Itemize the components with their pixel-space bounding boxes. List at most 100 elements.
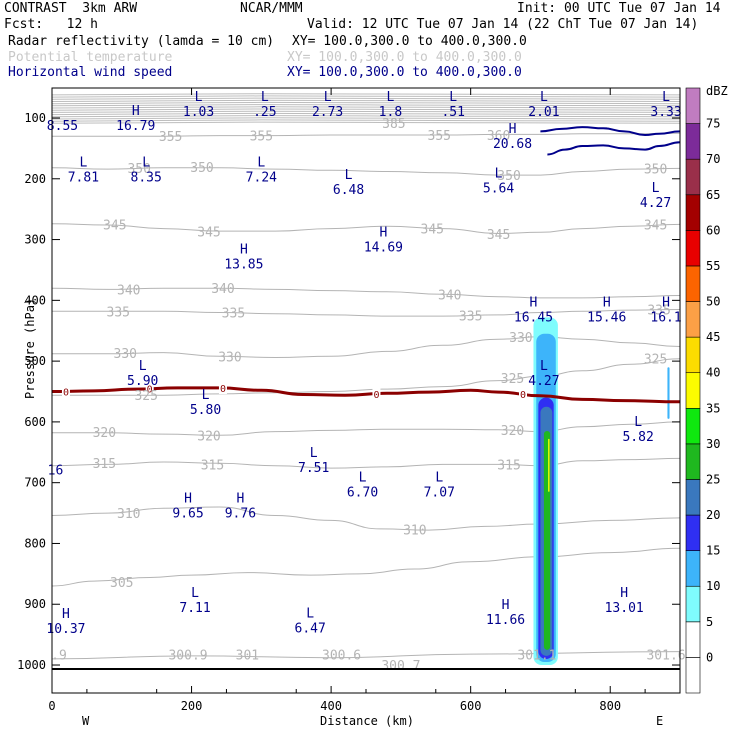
theta-contours — [52, 93, 680, 660]
theta-contour-upper — [52, 112, 680, 116]
wind-speed-label: 7.51 — [298, 461, 329, 476]
theta-label: 315 — [497, 458, 520, 473]
colorbar-swatch — [685, 336, 701, 374]
theta-contour-upper — [52, 117, 680, 120]
theta-contour-upper — [52, 93, 680, 96]
dbz-colorbar: 0 5 10 15 20 25 30 35 40 45 50 55 60 65 70 75 — [685, 87, 720, 694]
colorbar-label: 5 — [706, 615, 713, 629]
colorbar-label: 10 — [706, 579, 720, 593]
wind-extremum-marker: L — [142, 156, 150, 171]
theta-label: 355 — [250, 130, 273, 145]
theta-contour-310 — [52, 506, 680, 531]
theta-label: 335 — [107, 305, 130, 320]
wind-speed-label: 15.46 — [587, 310, 626, 325]
wind-extremum-marker: L — [191, 586, 199, 601]
freezing-label: 0 — [147, 385, 153, 396]
x-tick-label: 200 — [181, 699, 203, 713]
colorbar-label: 75 — [706, 117, 720, 131]
theta-label: 345 — [197, 226, 220, 241]
theta-contour-surface — [52, 651, 680, 660]
wind-extremum-marker: H — [236, 492, 244, 507]
valid-time: Valid: 12 UTC Tue 07 Jan 14 (22 ChT Tue … — [307, 17, 699, 32]
wind-extremum-marker: L — [261, 90, 269, 105]
forecast-hour: Fcst: 12 h — [4, 17, 98, 32]
reflectivity-cell-10dbz — [667, 367, 670, 419]
colorbar-swatch — [685, 514, 701, 551]
surface-theta-label: 300.6 — [322, 649, 361, 664]
theta-label: 340 — [438, 288, 461, 303]
wind-speed-label: 6.48 — [333, 183, 364, 198]
wind-speed-label: 5.82 — [622, 430, 653, 445]
wind-speed-label: 2.01 — [528, 105, 559, 120]
x-tick-label: 400 — [320, 699, 342, 713]
theta-label: 350 — [497, 169, 520, 184]
colorbar-label: 45 — [706, 330, 720, 344]
wind-extremum-marker: L — [540, 90, 548, 105]
colorbar-swatch — [685, 585, 701, 623]
wind-speed-label: 16.45 — [514, 310, 553, 325]
freezing-label: 0 — [63, 387, 69, 398]
freezing-label: 0 — [520, 390, 526, 401]
wind-labels: 8.55H16.79L1.03L.25L2.73L1.8L.51L2.01L3.… — [46, 90, 681, 637]
reflectivity-shading — [533, 317, 670, 666]
y-tick-label: 600 — [24, 415, 46, 429]
wind-speed-label: .51 — [441, 105, 464, 120]
theta-contour-315 — [52, 457, 680, 469]
wind-speed-label: 14.69 — [364, 241, 403, 256]
reflectivity-cell-35dbz — [548, 438, 550, 492]
theta-label: 335 — [647, 303, 670, 318]
theta-contour-345 — [52, 223, 680, 235]
wind-speed-label: 7.11 — [179, 601, 210, 616]
y-tick-label: 400 — [24, 293, 46, 307]
wind-extremum-marker: L — [540, 359, 548, 374]
colorbar-swatch — [685, 265, 701, 302]
y-tick-label: 700 — [24, 476, 46, 490]
y-axis-label: Pressure (hPa) — [23, 298, 37, 399]
wind-extremum-marker: H — [132, 104, 140, 119]
colorbar-label: 25 — [706, 472, 720, 486]
theta-label: 325 — [501, 372, 524, 387]
wind-extremum-marker: L — [449, 90, 457, 105]
theta-label: 325 — [644, 353, 667, 368]
theta-contour-355 — [52, 132, 680, 137]
theta-contour-upper — [52, 97, 680, 100]
theta-label: 330 — [218, 350, 241, 365]
wind-extremum-marker: H — [240, 243, 248, 258]
colorbar-unit: dBZ — [706, 84, 728, 98]
wind-speed-label: 7.07 — [424, 485, 455, 500]
y-tick-label: 300 — [24, 233, 46, 247]
wind-speed-label: 13.01 — [605, 601, 644, 616]
y-tick-label: 200 — [24, 172, 46, 186]
theta-contour-upper — [52, 119, 680, 122]
wind-extremum-marker: L — [202, 388, 210, 403]
wind-extremum-marker: L — [359, 470, 367, 485]
surface-theta-label: .9 — [51, 649, 67, 664]
surface-theta-label: 301 — [236, 649, 259, 664]
theta-label: 360 — [487, 129, 510, 144]
theta-label: 355 — [159, 130, 182, 145]
wind-extremum-marker: L — [435, 470, 443, 485]
x-axis-label: Distance (km) — [320, 714, 414, 728]
theta-contour-upper — [52, 95, 680, 98]
wind-speed-label: 3.33 — [650, 105, 681, 120]
wind-extremum-marker: L — [257, 156, 265, 171]
theta-contour-350 — [52, 167, 680, 176]
theta-contour-305 — [52, 547, 680, 587]
theta-label: 315 — [93, 457, 116, 472]
wind-speed-label: 1.03 — [183, 105, 214, 120]
theta-contour-upper — [52, 104, 680, 107]
wind-extremum-marker: H — [509, 122, 517, 137]
x-tick-label: 800 — [599, 699, 621, 713]
theta-label: 385 — [382, 117, 405, 132]
y-tick-label: 500 — [24, 354, 46, 368]
freezing-label-bg — [218, 382, 227, 395]
colorbar-swatch — [685, 443, 701, 480]
wind-extremum-marker: H — [184, 492, 192, 507]
wind-speed-label: 6.47 — [295, 622, 326, 637]
colorbar-label: 20 — [706, 508, 720, 522]
wind-contour-upper — [540, 126, 680, 137]
wind-speed-label: 5.64 — [483, 182, 514, 197]
wind-extremum-marker: H — [380, 226, 388, 241]
theta-label: 320 — [501, 424, 524, 439]
theta-contour-upper — [52, 115, 680, 118]
